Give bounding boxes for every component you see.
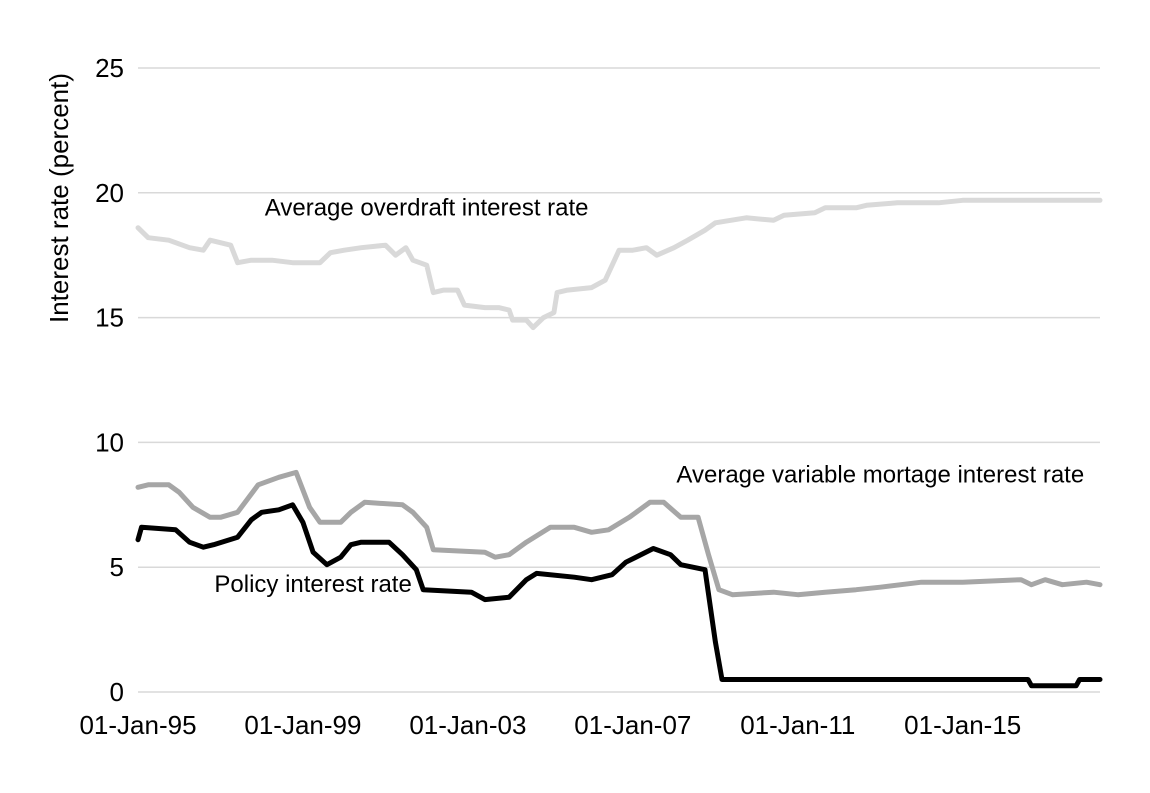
series-annotation-label: Average variable mortage interest rate [676,461,1084,488]
series-line-policy-interest-rate [135,502,1103,689]
y-tick-label: 15 [95,303,124,333]
x-tick-label: 01-Jan-11 [740,710,855,740]
series-line-average-overdraft-interest-rate [135,197,1103,331]
x-tick-label: 01-Jan-03 [409,710,526,740]
x-tick-label: 01-Jan-99 [244,710,361,740]
x-tick-label: 01-Jan-15 [904,710,1021,740]
y-tick-label: 0 [110,677,124,707]
series-annotation-label: Average overdraft interest rate [265,194,589,221]
y-tick-label: 10 [95,427,124,457]
series-annotations: Average overdraft interest rate Average v… [214,194,1084,598]
x-tick-labels: 01-Jan-95 01-Jan-99 01-Jan-03 01-Jan-07 01-J… [79,710,1021,740]
series-annotation-label: Policy interest rate [214,571,411,598]
y-axis-title: Interest rate (percent) [44,73,74,323]
x-tick-label: 01-Jan-95 [79,710,196,740]
y-tick-labels: 0 5 10 15 20 25 [95,53,124,707]
series-line-average-variable-mortage-interest-rate [135,469,1103,598]
x-tick-label: 01-Jan-07 [574,710,691,740]
y-tick-label: 20 [95,178,124,208]
series-lines [135,197,1103,689]
y-tick-label: 5 [110,552,124,582]
y-tick-label: 25 [95,53,124,83]
gridlines [138,67,1100,693]
